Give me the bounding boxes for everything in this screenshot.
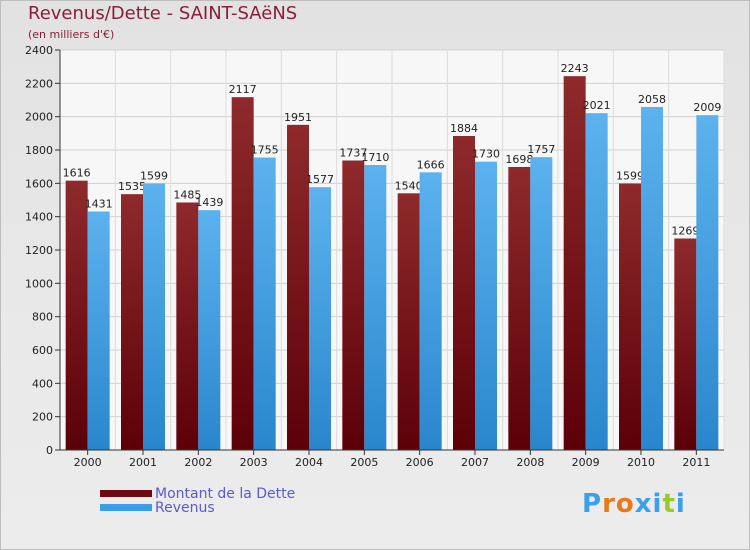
data-label-revenue: 1431 xyxy=(85,198,113,211)
y-tick-label: 2000 xyxy=(25,111,53,124)
data-label-revenue: 1755 xyxy=(251,144,279,157)
data-label-revenue: 1757 xyxy=(527,143,555,156)
data-label-revenue: 1599 xyxy=(140,170,168,183)
x-tick-label: 2006 xyxy=(406,456,434,469)
legend-swatch-revenue xyxy=(100,504,152,511)
bar-debt xyxy=(508,167,531,450)
bar-debt xyxy=(231,97,254,451)
data-label-revenue: 1730 xyxy=(472,148,500,161)
bar-debt xyxy=(121,194,143,450)
data-label-debt: 1698 xyxy=(505,153,533,166)
x-tick-label: 2010 xyxy=(627,456,655,469)
y-tick-label: 1200 xyxy=(25,244,53,257)
data-label-debt: 1599 xyxy=(616,170,644,183)
y-tick-label: 2200 xyxy=(25,77,53,90)
x-tick-label: 2009 xyxy=(572,456,600,469)
x-tick-label: 2000 xyxy=(74,456,102,469)
x-tick-label: 2003 xyxy=(240,456,268,469)
x-tick-label: 2011 xyxy=(682,456,710,469)
bar-debt xyxy=(453,136,475,450)
logo-letter: P xyxy=(582,489,603,519)
data-label-debt: 2243 xyxy=(561,62,589,75)
y-tick-label: 1400 xyxy=(25,211,53,224)
data-label-debt: 1616 xyxy=(63,167,91,180)
y-tick-label: 0 xyxy=(46,444,53,457)
chart-subtitle: (en milliers d'€) xyxy=(28,28,115,41)
logo-letter: o xyxy=(615,489,635,519)
bar-debt xyxy=(619,183,641,450)
bar-chart: 1616143115351599148514392117175519511577… xyxy=(25,44,725,469)
y-tick-label: 600 xyxy=(32,344,53,357)
x-tick-label: 2005 xyxy=(350,456,378,469)
legend-swatch-debt xyxy=(100,490,152,497)
chart-title: Revenus/Dette - SAINT-SAëNS xyxy=(28,3,298,24)
bar-revenue xyxy=(198,210,221,450)
bar-revenue xyxy=(530,157,553,450)
x-tick-label: 2008 xyxy=(516,456,544,469)
legend-label-debt: Montant de la Dette xyxy=(155,486,296,502)
data-label-debt: 1540 xyxy=(395,179,423,192)
data-label-revenue: 2009 xyxy=(693,101,721,114)
data-label-debt: 2117 xyxy=(229,83,257,96)
data-label-revenue: 1439 xyxy=(195,196,223,209)
y-tick-label: 400 xyxy=(32,377,53,390)
data-label-debt: 1485 xyxy=(173,189,201,202)
data-label-debt: 1535 xyxy=(118,180,146,193)
x-tick-label: 2007 xyxy=(461,456,489,469)
bar-revenue xyxy=(585,113,608,451)
logo-letter: r xyxy=(602,489,616,519)
bar-revenue xyxy=(475,161,497,450)
x-tick-label: 2004 xyxy=(295,456,323,469)
logo-letter: t xyxy=(662,489,676,519)
bar-debt xyxy=(563,76,586,451)
bars: 1616143115351599148514392117175519511577… xyxy=(63,62,721,451)
data-label-revenue: 2058 xyxy=(638,93,666,106)
logo-letter: i xyxy=(675,489,686,519)
bar-debt xyxy=(397,193,420,451)
y-tick-label: 1000 xyxy=(25,277,53,290)
legend-label-revenue: Revenus xyxy=(155,500,215,516)
bar-debt xyxy=(65,180,88,450)
data-label-debt: 1951 xyxy=(284,111,312,124)
y-tick-label: 1800 xyxy=(25,144,53,157)
logo-letter: x xyxy=(634,489,653,519)
x-tick-label: 2001 xyxy=(129,456,157,469)
y-tick-label: 2400 xyxy=(25,44,53,57)
data-label-revenue: 1666 xyxy=(417,158,445,171)
axes: 0 200 400 600 800 1000 1200 1400 1600 1800 2000 220… xyxy=(25,44,724,469)
bar-debt xyxy=(287,124,309,450)
data-label-revenue: 2021 xyxy=(583,99,611,112)
bar-debt xyxy=(674,238,697,450)
data-label-debt: 1269 xyxy=(671,225,699,238)
bar-debt xyxy=(342,160,365,450)
bar-revenue xyxy=(696,115,719,451)
bar-revenue xyxy=(143,183,165,450)
logo-letter: i xyxy=(652,489,663,519)
y-tick-label: 800 xyxy=(32,311,53,324)
bar-revenue xyxy=(419,172,442,451)
x-tick-label: 2002 xyxy=(184,456,212,469)
proxiti-logo: Proxiti xyxy=(582,489,686,519)
bar-revenue xyxy=(253,157,276,450)
data-label-revenue: 1577 xyxy=(306,173,334,186)
data-label-revenue: 1710 xyxy=(361,151,389,164)
data-label-debt: 1737 xyxy=(339,147,367,160)
y-tick-label: 200 xyxy=(32,411,53,424)
bar-revenue xyxy=(364,165,387,450)
data-label-debt: 1884 xyxy=(450,122,478,135)
bar-revenue xyxy=(87,211,110,450)
y-tick-label: 1600 xyxy=(25,177,53,190)
bar-debt xyxy=(176,202,199,450)
bar-revenue xyxy=(309,187,331,450)
grid xyxy=(59,49,725,451)
bar-revenue xyxy=(641,107,663,450)
